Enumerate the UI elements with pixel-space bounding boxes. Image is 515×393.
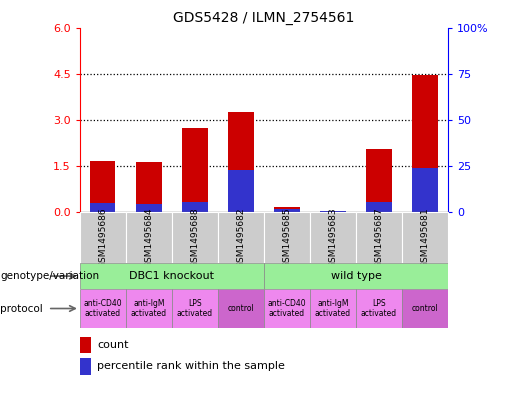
Bar <box>228 170 253 212</box>
Text: protocol: protocol <box>0 303 43 314</box>
Text: count: count <box>97 340 129 350</box>
Bar <box>182 202 208 212</box>
Bar <box>264 263 448 289</box>
Text: GSM1495686: GSM1495686 <box>98 208 107 268</box>
Bar <box>182 128 208 212</box>
Text: GSM1495687: GSM1495687 <box>374 208 384 268</box>
Text: control: control <box>228 304 254 313</box>
Text: percentile rank within the sample: percentile rank within the sample <box>97 361 285 371</box>
Bar <box>172 289 218 328</box>
Bar <box>402 289 448 328</box>
Bar <box>356 212 402 263</box>
Bar <box>80 212 126 263</box>
Text: GSM1495683: GSM1495683 <box>329 208 337 268</box>
Text: anti-IgM
activated: anti-IgM activated <box>131 299 167 318</box>
Text: anti-CD40
activated: anti-CD40 activated <box>268 299 306 318</box>
Text: wild type: wild type <box>331 271 382 281</box>
Bar <box>90 203 115 212</box>
Text: GSM1495684: GSM1495684 <box>144 208 153 268</box>
Bar <box>413 168 438 212</box>
Bar <box>413 75 438 212</box>
Text: genotype/variation: genotype/variation <box>0 271 99 281</box>
Bar <box>80 263 264 289</box>
Bar <box>90 162 115 212</box>
Text: GSM1495688: GSM1495688 <box>191 208 199 268</box>
Bar <box>320 211 346 212</box>
Bar <box>356 289 402 328</box>
Bar <box>402 212 448 263</box>
Bar <box>274 207 300 212</box>
Text: LPS
activated: LPS activated <box>177 299 213 318</box>
Text: anti-IgM
activated: anti-IgM activated <box>315 299 351 318</box>
Text: LPS
activated: LPS activated <box>361 299 397 318</box>
Bar <box>172 212 218 263</box>
Bar <box>218 289 264 328</box>
Bar <box>264 212 310 263</box>
Text: GSM1495681: GSM1495681 <box>421 208 430 268</box>
Bar <box>366 149 392 212</box>
Bar <box>264 289 310 328</box>
Bar <box>218 212 264 263</box>
Bar <box>80 289 126 328</box>
Bar <box>80 358 91 375</box>
Bar <box>310 289 356 328</box>
Text: GSM1495682: GSM1495682 <box>236 208 246 268</box>
Bar <box>366 202 392 212</box>
Bar <box>136 162 162 212</box>
Text: control: control <box>411 304 438 313</box>
Text: GSM1495685: GSM1495685 <box>282 208 291 268</box>
Text: anti-CD40
activated: anti-CD40 activated <box>83 299 122 318</box>
Bar <box>126 289 172 328</box>
Bar <box>228 112 253 212</box>
Bar <box>126 212 172 263</box>
Bar <box>80 337 91 353</box>
Bar <box>310 212 356 263</box>
Title: GDS5428 / ILMN_2754561: GDS5428 / ILMN_2754561 <box>173 11 355 25</box>
Bar <box>136 204 162 212</box>
Text: DBC1 knockout: DBC1 knockout <box>129 271 214 281</box>
Bar <box>274 209 300 212</box>
